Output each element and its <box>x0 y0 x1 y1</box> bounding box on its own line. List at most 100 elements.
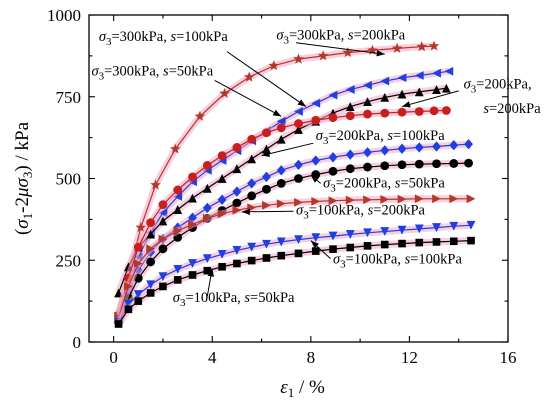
annotation-label: σ3=300kPa, s=100kPa <box>99 29 228 48</box>
data-point-circle <box>232 143 242 152</box>
data-point-square <box>329 245 337 253</box>
annotation-label: σ3=200kPa, s=50kPa <box>323 175 445 194</box>
data-point-triangle-up <box>294 125 303 134</box>
data-point-triangle-right <box>380 195 390 204</box>
data-point-circle <box>232 198 242 208</box>
data-point-triangle-left <box>328 90 338 100</box>
annotation-arrowhead <box>261 150 271 157</box>
data-point-diamond <box>328 152 338 163</box>
data-point-square <box>134 297 143 305</box>
annotation-arrow-line <box>241 210 294 213</box>
data-point-star <box>268 60 280 71</box>
series-line <box>118 45 435 315</box>
data-point-square <box>363 242 372 250</box>
data-point-triangle-up <box>363 97 372 107</box>
y-axis-label: (σ1-2μσ3) / kPa <box>12 121 35 235</box>
data-point-triangle-right <box>217 209 227 219</box>
data-point-star <box>243 71 255 82</box>
data-point-square <box>262 254 271 262</box>
data-point-triangle-down <box>449 221 459 231</box>
data-point-star <box>342 47 354 58</box>
annotation-arrow-line <box>295 42 385 55</box>
data-point-star <box>150 179 161 190</box>
data-point-triangle-down <box>276 237 286 247</box>
data-point-diamond <box>414 142 424 153</box>
data-point-square <box>398 239 406 248</box>
data-point-triangle-right <box>311 196 321 206</box>
data-point-triangle-left <box>276 116 286 126</box>
annotation: σ3=200kPa, <box>401 77 532 108</box>
data-point-star <box>219 87 230 98</box>
x-tick-label: 16 <box>500 348 517 367</box>
data-point-triangle-up <box>158 216 168 226</box>
data-point-diamond <box>363 147 372 158</box>
data-point-triangle-up <box>432 85 441 94</box>
data-point-circle <box>328 113 338 123</box>
data-point-diamond <box>397 143 407 154</box>
data-point-circle <box>429 106 439 116</box>
annotation: σ3=300kPa, s=100kPa <box>99 29 307 107</box>
data-point-star <box>194 110 206 121</box>
data-point-triangle-down <box>328 231 338 241</box>
annotation-arrowhead <box>207 268 214 277</box>
data-point-triangle-up <box>217 174 227 183</box>
annotation: σ3=100kPa, s=100kPa <box>310 240 462 271</box>
data-point-triangle-right <box>363 195 372 205</box>
data-point-triangle-up <box>397 89 407 99</box>
data-point-circle <box>397 160 407 170</box>
y-tick-label: 1000 <box>47 6 81 25</box>
data-point-triangle-down <box>202 254 212 264</box>
data-point-triangle-left <box>173 192 183 201</box>
data-point-diamond <box>464 138 473 150</box>
data-point-triangle-down <box>380 227 390 236</box>
data-point-circle <box>345 164 355 174</box>
annotation-arrowhead <box>310 240 319 249</box>
annotation-label: σ3=200kPa, s=100kPa <box>316 128 445 147</box>
data-point-triangle-down <box>414 224 424 234</box>
annotation-arrow-line <box>226 51 307 107</box>
data-point-triangle-right <box>414 194 424 204</box>
data-point-diamond <box>202 202 212 214</box>
data-point-triangle-up <box>441 83 451 93</box>
data-point-circle <box>247 134 257 144</box>
data-point-circle <box>294 119 303 128</box>
data-point-triangle-down <box>217 249 227 259</box>
annotation-arrowhead <box>402 101 411 108</box>
data-point-triangle-right <box>232 205 242 215</box>
annotation-label: σ3=300kPa, s=50kPa <box>91 63 213 82</box>
annotation-arrowhead <box>297 99 306 107</box>
annotation-label: σ3=200kPa, <box>464 77 532 96</box>
data-point-triangle-right <box>345 195 355 205</box>
data-point-diamond <box>345 149 355 160</box>
data-point-circle <box>414 159 424 169</box>
data-point-triangle-left <box>444 66 454 76</box>
data-point-triangle-down <box>262 239 271 249</box>
data-point-triangle-right <box>328 196 338 206</box>
data-point-triangle-right <box>202 213 212 223</box>
data-point-triangle-right <box>397 194 407 204</box>
data-point-triangle-right <box>173 226 183 236</box>
data-point-triangle-down <box>363 228 372 238</box>
annotation: σ3=100kPa, s=200kPa <box>241 202 426 221</box>
x-tick-label: 8 <box>307 348 316 367</box>
data-point-star <box>428 40 440 51</box>
annotation: σ3=100kPa, s=50kPa <box>173 268 295 309</box>
data-point-circle <box>158 200 168 210</box>
annotation: σ3=300kPa, s=50kPa <box>91 63 282 117</box>
data-point-triangle-left <box>432 68 441 78</box>
data-point-triangle-right <box>276 199 286 209</box>
y-tick-label: 500 <box>56 170 82 189</box>
data-point-circle <box>345 111 355 121</box>
data-point-triangle-up <box>345 102 355 111</box>
annotation-arrowhead <box>310 175 319 183</box>
data-point-circle <box>276 123 286 133</box>
x-axis-label: ε1 / % <box>280 377 325 400</box>
data-point-star <box>367 44 378 55</box>
data-point-triangle-down <box>232 246 242 255</box>
y-tick-label: 0 <box>73 333 82 352</box>
data-point-circle <box>363 109 372 119</box>
data-point-square <box>124 305 133 314</box>
data-point-triangle-up <box>276 134 286 144</box>
data-point-diamond <box>262 171 271 183</box>
data-point-square <box>277 251 286 260</box>
